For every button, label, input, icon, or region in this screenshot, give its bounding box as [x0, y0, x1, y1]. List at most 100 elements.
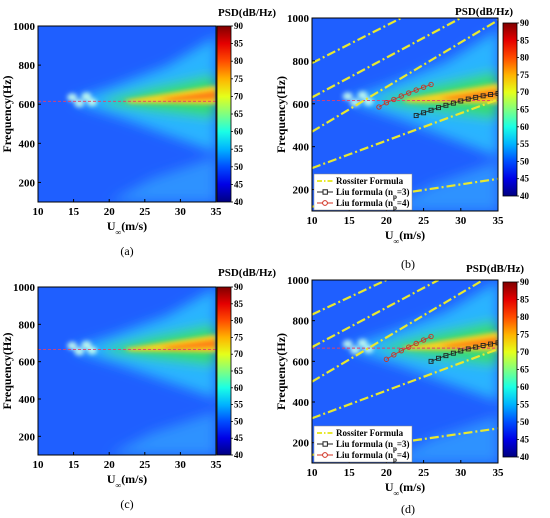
colorbar-tick-label: 75 [234, 74, 244, 84]
colorbar-tick-label: 60 [234, 127, 244, 137]
legend-label: Liu formula (np=4) [336, 198, 410, 212]
x-tick-label: 15 [344, 467, 356, 479]
colorbar-tick-label: 80 [234, 56, 244, 66]
x-tick-label: 35 [211, 206, 223, 218]
x-tick-label: 10 [33, 459, 45, 471]
rossiter-line [312, 18, 462, 99]
colorbar-tick-label: 40 [234, 450, 244, 460]
x-tick-label: 35 [493, 467, 505, 479]
colorbar-tick-label: 75 [234, 332, 244, 342]
rossiter-line [312, 280, 484, 383]
heatmap-field [342, 281, 498, 463]
colorbar-tick-label: 40 [520, 452, 530, 462]
colorbar-tick-label: 90 [234, 21, 244, 31]
colorbar-title: PSD(dB/Hz) [218, 7, 276, 19]
colorbar-tick-label: 50 [520, 156, 530, 166]
rossiter-line [312, 348, 498, 420]
colorbar-tick-label: 45 [234, 179, 244, 189]
colorbar-tick-label: 55 [234, 400, 244, 410]
colorbar-tick-label: 60 [520, 122, 530, 132]
series-dashdot-0 [312, 177, 498, 208]
colorbar-tick-label: 55 [520, 139, 530, 149]
colorbar-tick-label: 65 [234, 366, 244, 376]
rossiter-line [312, 280, 387, 316]
series-dashdot-3 [312, 280, 439, 349]
data-point-circle [420, 84, 427, 90]
chart-panel-4: 10 15 20 25 30 35 200 400 600 800 1000 U∞(m/s) Frequ… [274, 263, 530, 516]
y-tick-label: 800 [19, 60, 36, 72]
x-axis-label: U∞(m/s) [107, 219, 147, 237]
y-tick-label: 200 [19, 431, 36, 443]
colorbar-tick-label: 65 [234, 109, 244, 119]
data-point-circle [391, 96, 397, 103]
y-axis-label: Frequency(Hz) [0, 332, 14, 409]
colorbar-tick-label: 50 [234, 162, 244, 172]
data-point-circle [391, 352, 397, 358]
panel-label: (d) [401, 502, 415, 516]
x-tick-label: 30 [455, 215, 467, 227]
series-square-5 [428, 340, 498, 364]
data-point-square [495, 91, 498, 96]
x-tick-label: 10 [307, 215, 319, 227]
colorbar-tick-label: 60 [234, 383, 244, 393]
legend-swatch-square [322, 189, 328, 195]
y-tick-label: 200 [19, 177, 36, 189]
x-tick-label: 25 [418, 467, 430, 479]
y-tick-label: 600 [19, 357, 36, 369]
data-point-square [428, 358, 434, 364]
legend-label: Rossiter Formula [336, 176, 404, 186]
series-dashdot-4 [312, 280, 387, 316]
colorbar [216, 25, 232, 203]
series-circle-6 [383, 333, 434, 362]
plot-frame [37, 286, 217, 456]
y-tick-label: 200 [293, 438, 310, 450]
data-point-square [443, 353, 449, 359]
chart-panel-3: 10 15 20 25 30 35 200 400 600 800 1000 U∞(m/s) Frequ… [0, 267, 276, 511]
x-tick-label: 30 [175, 459, 187, 471]
y-tick-label: 800 [293, 56, 310, 68]
data-point-circle [383, 356, 390, 362]
colorbar-tick-label: 45 [234, 433, 244, 443]
heatmap-field [67, 287, 216, 455]
x-tick-label: 15 [68, 206, 80, 218]
x-tick-label: 30 [175, 206, 187, 218]
legend-label: Liu formula (np=3) [336, 187, 410, 201]
data-point-circle [398, 93, 404, 99]
colorbar-tick-label: 90 [520, 18, 530, 28]
colorbar-tick-label: 75 [520, 70, 530, 80]
rossiter-line [312, 98, 498, 170]
y-tick-label: 600 [293, 99, 310, 111]
data-point-square [458, 98, 464, 104]
colorbar-tick-label: 80 [234, 316, 244, 326]
colorbar-tick-label: 70 [234, 349, 244, 359]
plot-frame [311, 279, 499, 464]
rossiter-line [312, 19, 498, 133]
x-tick-label: 20 [381, 215, 393, 227]
legend-swatch-square [322, 441, 328, 447]
panel-label: (c) [120, 497, 133, 511]
y-tick-label: 1000 [13, 282, 36, 294]
colorbar-tick-label: 80 [520, 53, 530, 63]
data-point-circle [413, 87, 419, 93]
colorbar-tick-label: 65 [520, 105, 530, 115]
colorbar-tick-label: 90 [234, 282, 244, 292]
heatmap-field [67, 36, 216, 202]
panel-label: (b) [401, 257, 415, 271]
series-circle-6 [376, 81, 434, 110]
liu-line [386, 336, 432, 360]
colorbar-tick-label: 65 [520, 365, 530, 375]
data-point-square [428, 107, 434, 113]
data-point-square [473, 94, 479, 100]
x-tick-label: 10 [307, 467, 319, 479]
colorbar-tick-label: 40 [234, 197, 244, 207]
x-tick-label: 35 [211, 459, 223, 471]
x-tick-label: 25 [139, 459, 151, 471]
x-tick-label: 20 [104, 459, 116, 471]
colorbar-tick-label: 55 [234, 144, 244, 154]
x-axis-label: U∞(m/s) [385, 480, 425, 498]
rossiter-line [312, 280, 439, 349]
colorbar [216, 286, 232, 456]
colorbar-tick-label: 50 [520, 417, 530, 427]
colorbar-tick-label: 90 [520, 277, 530, 287]
